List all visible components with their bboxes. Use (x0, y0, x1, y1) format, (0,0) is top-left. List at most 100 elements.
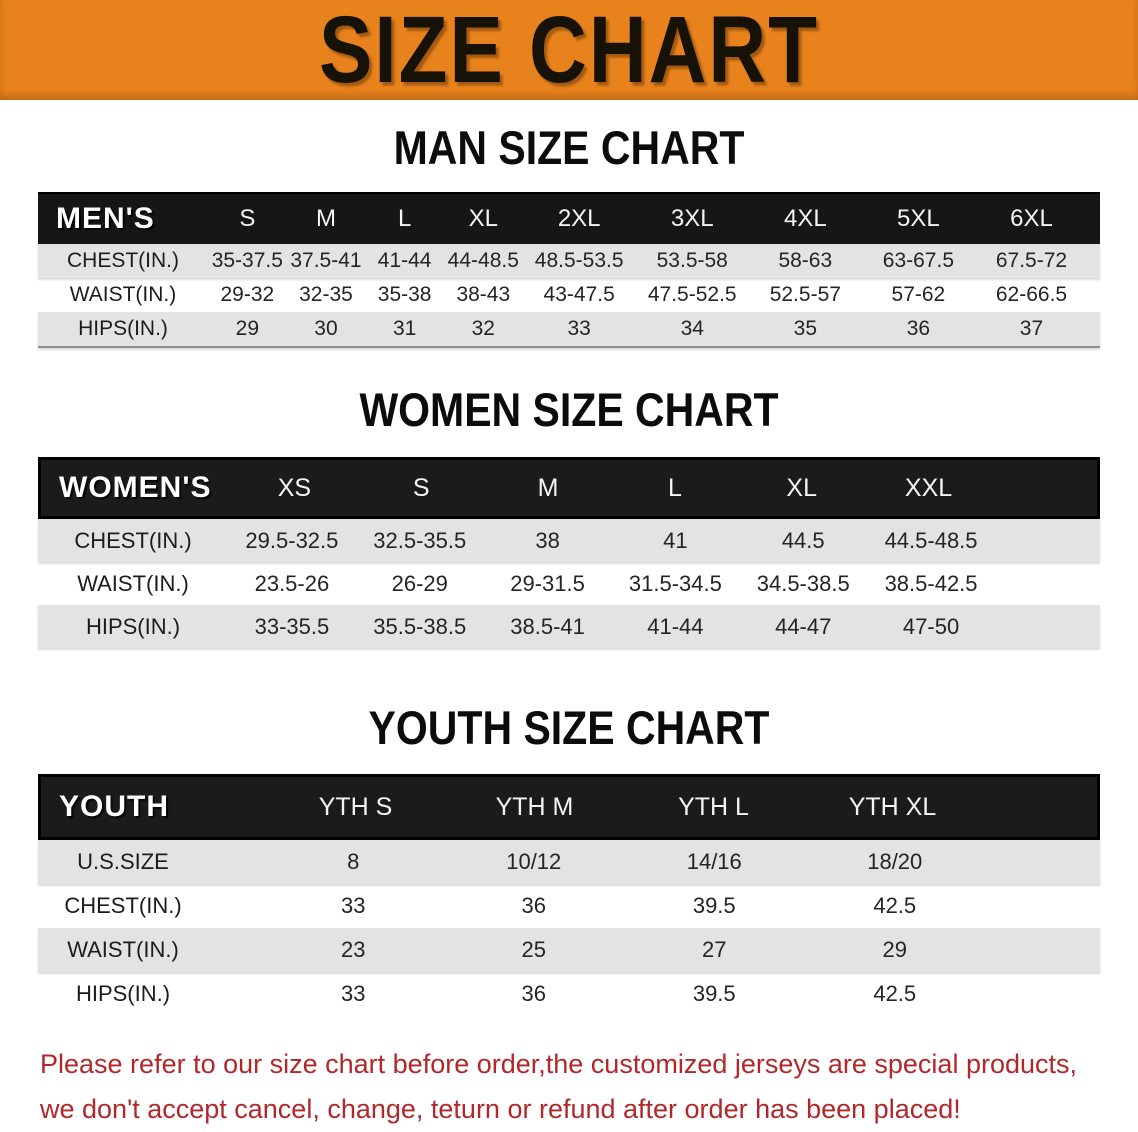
table-cell: 29-31.5 (510, 570, 585, 596)
table-cell: 14/16 (686, 849, 742, 874)
men-section-heading: MAN SIZE CHART (393, 121, 745, 175)
row-cells: 8 10/12 14/16 18/20 (208, 849, 1100, 875)
table-cell: 36 (906, 317, 931, 340)
row-label: HIPS(IN.) (85, 613, 181, 639)
row-label: HIPS(IN.) (78, 317, 168, 340)
table-cell: 32.5-35.5 (373, 527, 467, 553)
youth-header-cells: YTH S YTH M YTH L YTH XL (211, 793, 1097, 822)
row-label: WAIST(IN.) (69, 283, 177, 306)
table-cell: 38.5-41 (510, 613, 585, 639)
table-cell: 10/12 (506, 849, 562, 874)
table-row: HIPS(IN.) 33 36 39.5 42.5 (38, 972, 1100, 1016)
row-cells: 23.5-26 26-29 29-31.5 31.5-34.5 34.5-38.… (228, 571, 1100, 597)
row-cells: 33-35.5 35.5-38.5 38.5-41 41-44 44-47 47… (228, 614, 1100, 640)
table-cell: 27 (702, 937, 727, 962)
table-cell: 39.5 (692, 893, 736, 918)
column-header: S (412, 473, 430, 502)
column-header: XS (277, 473, 312, 502)
men-size-table: MEN'S S M L XL 2XL 3XL 4XL 5XL 6XL CHEST… (38, 192, 1100, 348)
column-header: L (667, 473, 682, 502)
table-cell: 33 (341, 981, 366, 1006)
table-cell: 47.5-52.5 (647, 283, 737, 306)
table-row: CHEST(IN.) 33 36 39.5 42.5 (38, 884, 1100, 928)
table-cell: 8 (347, 849, 360, 874)
table-cell: 34 (680, 317, 704, 340)
row-cells: 23 25 27 29 (208, 937, 1100, 963)
table-cell: 38-43 (456, 283, 511, 306)
table-cell: 18/20 (867, 849, 923, 874)
table-row: CHEST(IN.) 35-37.5 37.5-41 41-44 44-48.5… (38, 244, 1100, 278)
table-cell: 63-67.5 (882, 249, 955, 272)
row-cells: 33 36 39.5 42.5 (208, 893, 1100, 919)
women-table-header-row: WOMEN'S XS S M L XL XXL (38, 457, 1100, 519)
table-cell: 41 (663, 527, 688, 553)
disclaimer: Please refer to our size chart before or… (0, 1042, 1138, 1132)
column-header: YTH S (318, 792, 393, 821)
table-cell: 44.5 (781, 527, 825, 553)
column-header: 3XL (670, 205, 714, 232)
women-size-table: WOMEN'S XS S M L XL XXL CHEST(IN.) 29.5-… (38, 457, 1100, 648)
table-cell: 31 (392, 317, 417, 340)
row-label: WAIST(IN.) (67, 937, 179, 962)
table-cell: 29 (882, 937, 907, 962)
column-header: M (537, 473, 559, 502)
youth-table-header-row: YOUTH YTH S YTH M YTH L YTH XL (38, 774, 1100, 840)
table-cell: 33 (567, 317, 591, 340)
table-cell: 30 (314, 317, 338, 340)
disclaimer-line-1: Please refer to our size chart before or… (40, 1049, 1078, 1079)
table-row: WAIST(IN.) 23.5-26 26-29 29-31.5 31.5-34… (38, 562, 1100, 605)
row-label: CHEST(IN.) (67, 249, 179, 272)
men-section: MAN SIZE CHART MEN'S S M L XL 2XL 3XL 4X… (0, 121, 1138, 348)
column-header: 4XL (783, 205, 827, 232)
table-cell: 35-37.5 (211, 249, 283, 272)
table-cell: 41-44 (647, 613, 704, 639)
table-cell: 37.5-41 (290, 249, 362, 272)
men-table-header-row: MEN'S S M L XL 2XL 3XL 4XL 5XL 6XL (38, 192, 1100, 244)
column-header: 6XL (1010, 205, 1053, 232)
banner-title: SIZE CHART (319, 0, 819, 102)
table-cell: 29-32 (220, 283, 275, 306)
youth-size-table: YOUTH YTH S YTH M YTH L YTH XL U.S.SIZE … (38, 774, 1100, 1016)
column-header: L (397, 205, 412, 232)
row-cells: 35-37.5 37.5-41 41-44 44-48.5 48.5-53.5 … (208, 249, 1100, 273)
table-cell: 43-47.5 (543, 283, 615, 306)
table-cell: 42.5 (873, 893, 917, 918)
row-cells: 29 30 31 32 33 34 35 36 37 (208, 317, 1100, 341)
table-cell: 37 (1019, 317, 1044, 340)
table-cell: 38 (535, 527, 560, 553)
table-cell: 44-48.5 (447, 249, 519, 272)
row-cells: 33 36 39.5 42.5 (208, 981, 1100, 1007)
row-label: CHEST(IN.) (74, 527, 192, 553)
table-cell: 23.5-26 (254, 570, 330, 596)
table-cell: 52.5-57 (769, 283, 841, 306)
women-table-header-label: WOMEN'S (59, 471, 212, 504)
youth-section: YOUTH SIZE CHART YOUTH YTH S YTH M YTH L… (0, 701, 1138, 1016)
table-row: U.S.SIZE 8 10/12 14/16 18/20 (38, 840, 1100, 884)
table-row: WAIST(IN.) 29-32 32-35 35-38 38-43 43-47… (38, 278, 1100, 312)
table-cell: 42.5 (873, 981, 917, 1006)
column-header: 5XL (897, 205, 940, 232)
table-cell: 47-50 (902, 613, 960, 639)
disclaimer-line-2: we don't accept cancel, change, teturn o… (40, 1094, 961, 1124)
women-section: WOMEN SIZE CHART WOMEN'S XS S M L XL XXL… (0, 383, 1138, 648)
youth-table-header-label: YOUTH (59, 790, 169, 823)
table-cell: 23 (341, 937, 366, 962)
column-header: XL (468, 205, 498, 232)
women-header-cells: XS S M L XL XXL (231, 474, 1097, 503)
table-cell: 25 (521, 937, 546, 962)
table-cell: 62-66.5 (995, 283, 1068, 306)
column-header: XXL (904, 473, 953, 502)
table-cell: 39.5 (692, 981, 736, 1006)
table-cell: 58-63 (778, 249, 833, 272)
table-cell: 36 (521, 981, 546, 1006)
table-cell: 34.5-38.5 (756, 570, 850, 596)
table-cell: 33 (341, 893, 366, 918)
row-cells: 29.5-32.5 32.5-35.5 38 41 44.5 44.5-48.5 (228, 528, 1100, 554)
men-table-header-label: MEN'S (56, 202, 155, 235)
table-cell: 35 (793, 317, 817, 340)
table-cell: 31.5-34.5 (628, 570, 722, 596)
table-cell: 41-44 (377, 249, 432, 272)
row-label: U.S.SIZE (77, 849, 169, 874)
column-header: XL (786, 473, 818, 502)
row-cells: 29-32 32-35 35-38 38-43 43-47.5 47.5-52.… (208, 283, 1100, 307)
